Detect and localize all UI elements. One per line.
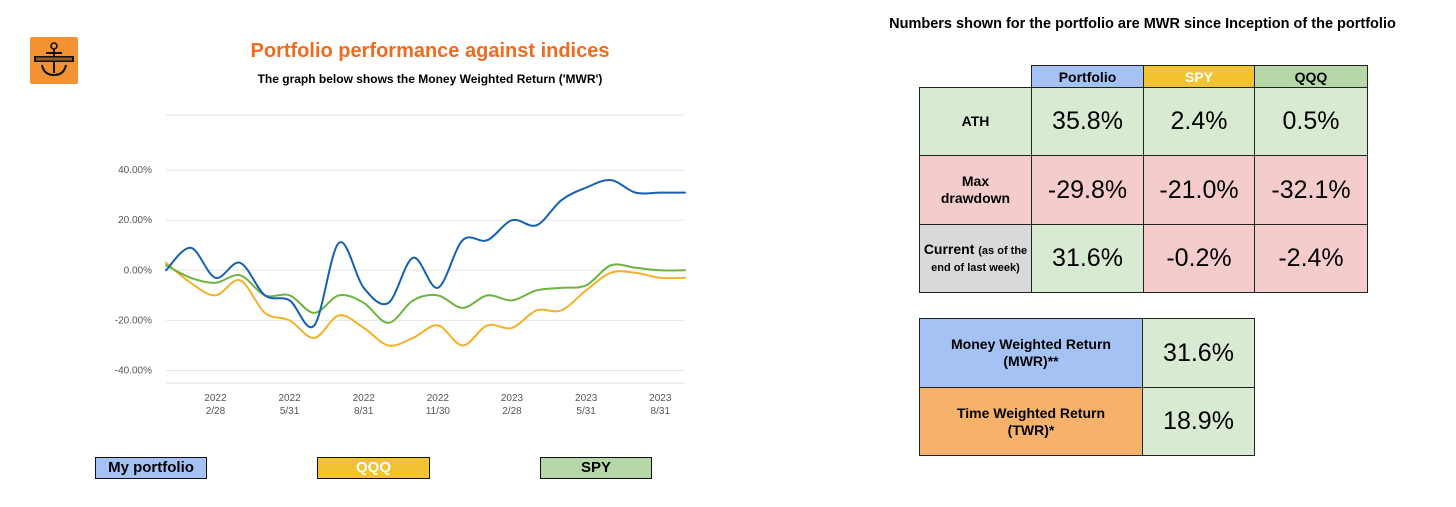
cell-ath-qqq: 0.5% [1254,87,1368,156]
x-tick-date: 5/31 [576,406,596,417]
y-tick-label: -20.00% [115,315,152,326]
comparison-table: Portfolio SPY QQQ ATH 35.8% 2.4% 0.5% Ma… [919,65,1368,293]
row-label-ath: ATH [919,87,1032,156]
chart-series [165,179,686,347]
y-axis-ticks: 40.00% 20.00% 0.00% -20.00% -40.00% [115,165,152,376]
row-label-current-text: Current [923,240,975,257]
legend-qqq: QQQ [317,457,430,479]
cell-current-portfolio: 31.6% [1031,224,1144,293]
row-label-current-note: (as of the end of last week) [931,244,1028,274]
cell-twr-value: 18.9% [1142,387,1255,456]
x-tick-date: 8/31 [354,406,374,417]
row-label-current: Current (as of the end of last week) [919,224,1032,293]
row-label-mwr: Money Weighted Return (MWR)** [919,318,1143,388]
anchor-icon [34,42,74,77]
cell-drawdown-spy: -21.0% [1143,155,1255,225]
x-tick-year: 2023 [575,393,598,404]
cell-drawdown-qqq: -32.1% [1254,155,1368,225]
x-tick-date: 11/30 [426,406,451,417]
x-tick-date: 2/28 [502,406,522,417]
series-line-qqq [165,261,686,347]
y-tick-label: 40.00% [118,165,152,176]
header-qqq: QQQ [1254,65,1368,88]
chart-subtitle: The graph below shows the Money Weighted… [257,72,603,86]
header-portfolio: Portfolio [1031,65,1144,88]
x-tick-year: 2023 [649,393,672,404]
row-label-twr: Time Weighted Return (TWR)* [919,387,1143,456]
y-tick-label: 0.00% [124,265,152,276]
right-title: Numbers shown for the portfolio are MWR … [889,16,1396,32]
row-label-max-drawdown: Max drawdown [919,155,1032,225]
cell-current-spy: -0.2% [1143,224,1255,293]
header-spy: SPY [1143,65,1255,88]
cell-ath-portfolio: 35.8% [1031,87,1144,156]
legend-spy: SPY [540,457,652,479]
x-tick-date: 8/31 [651,406,671,417]
x-axis-ticks: 2022 2/28 2022 5/31 2022 8/31 2022 11/30 2023 2/2… [204,393,672,417]
y-tick-label: 20.00% [118,215,152,226]
cell-current-qqq: -2.4% [1254,224,1368,293]
performance-line-chart: 40.00% 20.00% 0.00% -20.00% -40.00% 2022 2/28… [115,114,686,417]
x-tick-date: 5/31 [280,406,300,417]
legend-portfolio: My portfolio [95,457,207,479]
x-tick-year: 2022 [204,393,227,404]
logo [30,37,78,84]
cell-drawdown-portfolio: -29.8% [1031,155,1144,225]
table-corner [920,66,1032,88]
x-tick-year: 2023 [501,393,524,404]
returns-table: Money Weighted Return (MWR)** 31.6% Time… [919,318,1255,456]
cell-mwr-value: 31.6% [1142,318,1255,388]
x-tick-year: 2022 [353,393,376,404]
x-tick-year: 2022 [278,393,301,404]
x-tick-date: 2/28 [206,406,226,417]
y-tick-label: -40.00% [115,365,152,376]
chart-title: Portfolio performance against indices [250,40,610,62]
cell-ath-spy: 2.4% [1143,87,1255,156]
series-line-my-portfolio [165,179,686,329]
chart-grid [166,114,685,384]
series-line-spy [165,263,686,324]
x-tick-year: 2022 [427,393,450,404]
